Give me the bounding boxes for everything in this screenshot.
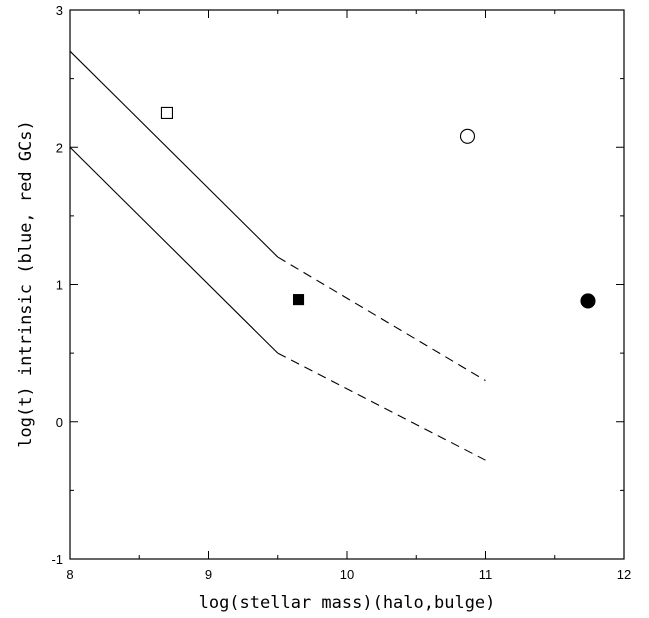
y-tick-label: -1 [51,552,63,567]
y-tick-label: 0 [56,415,63,430]
dashed-model-line [277,256,486,382]
x-tick-label: 9 [205,567,212,582]
model-lines [69,50,486,461]
plot-frame [69,9,625,560]
x-tick-label: 8 [66,567,73,582]
x-tick-label: 11 [479,567,493,582]
open-circle-point [459,128,476,144]
y-tick-label: 3 [56,3,63,18]
open-square-point [160,106,173,119]
x-tick-label: 10 [340,567,354,582]
filled-circle-point [580,293,596,309]
dashed-model-line [277,352,486,461]
solid-model-line [69,50,279,258]
filled-square-point [292,294,305,306]
x-tick-label: 12 [617,567,631,582]
y-axis-title: log(t) intrinsic (blue, red GCs) [16,120,36,448]
x-axis-title: log(stellar mass)(halo,bulge) [199,593,496,613]
data-points [160,106,596,309]
solid-model-line [69,146,279,354]
y-tick-label: 2 [56,140,63,155]
y-tick-label: 1 [56,278,63,293]
